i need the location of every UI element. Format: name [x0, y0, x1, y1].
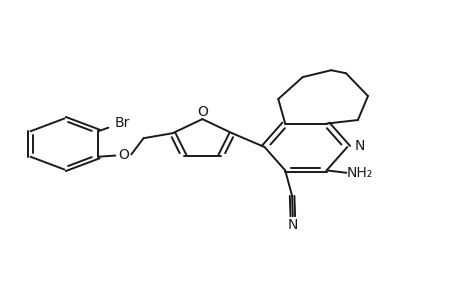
Text: N: N	[354, 139, 364, 153]
Text: O: O	[196, 106, 207, 119]
Text: N: N	[287, 218, 297, 232]
Text: O: O	[118, 148, 129, 162]
Text: Br: Br	[114, 116, 129, 130]
Text: NH₂: NH₂	[346, 167, 373, 180]
